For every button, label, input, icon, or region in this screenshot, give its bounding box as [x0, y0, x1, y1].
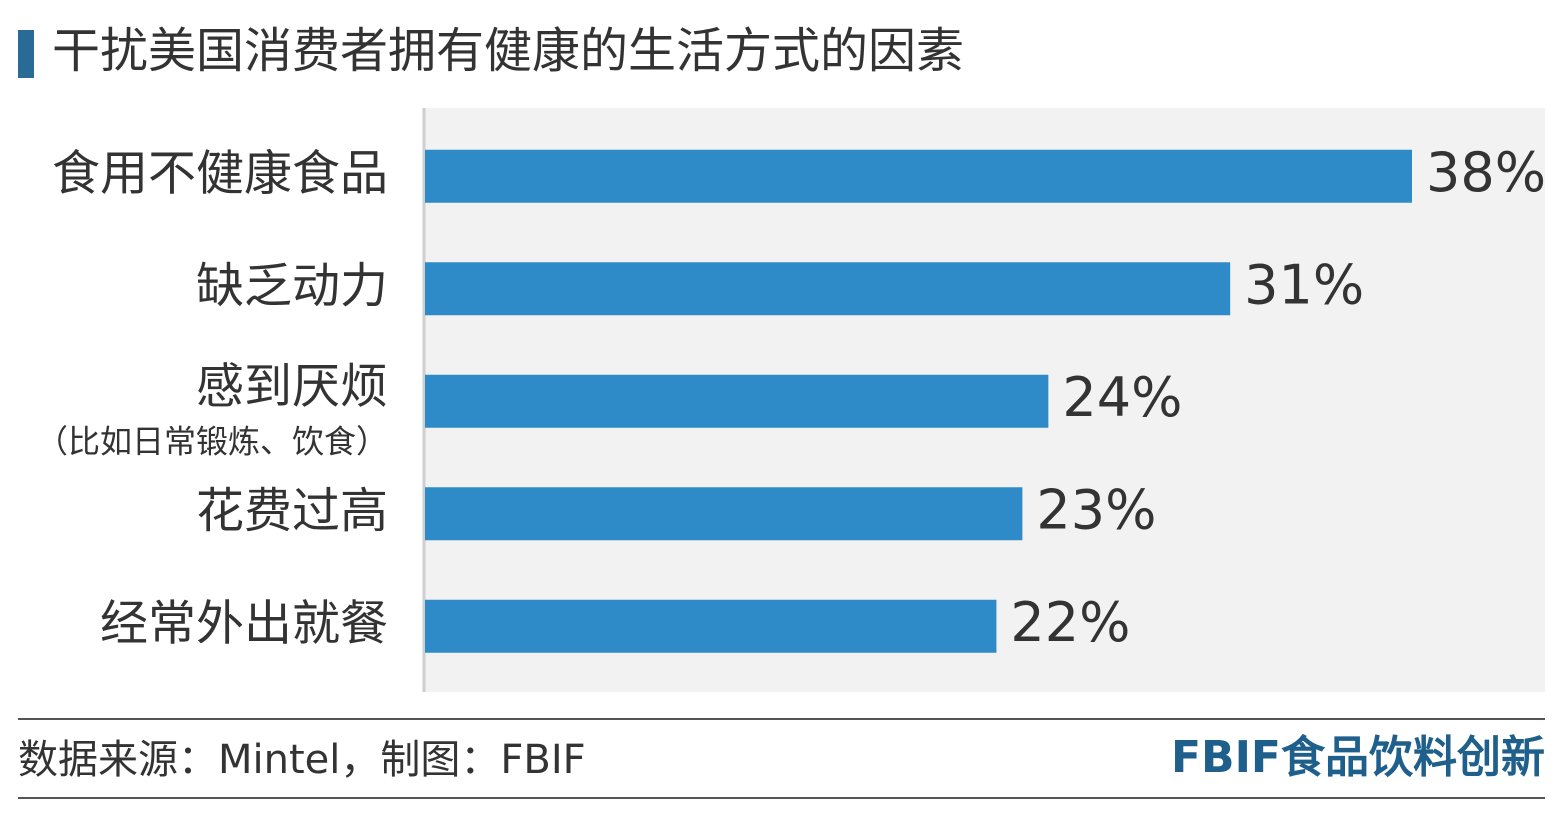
y-tick-sublabel: （比如日常锻炼、饮食）	[36, 422, 388, 460]
y-tick-label: 感到厌烦	[196, 358, 388, 414]
bar	[425, 487, 1023, 541]
y-tick-label: 花费过高	[196, 483, 388, 539]
brand: FBIF食品饮料创新	[1171, 732, 1545, 783]
source-note: 数据来源：Mintel，制图：FBIF	[18, 737, 586, 783]
bar	[425, 149, 1412, 203]
y-tick-label: 经常外出就餐	[100, 595, 388, 651]
y-tick-label: 缺乏动力	[196, 258, 388, 314]
value-label: 38%	[1426, 141, 1546, 204]
bar	[425, 262, 1231, 316]
bar	[425, 599, 997, 653]
title-marker	[18, 30, 34, 78]
chart-title: 干扰美国消费者拥有健康的生活方式的因素	[52, 23, 964, 79]
value-label: 23%	[1036, 478, 1156, 541]
bar	[425, 374, 1049, 428]
value-label: 22%	[1010, 591, 1130, 654]
y-tick-label: 食用不健康食品	[52, 145, 388, 201]
value-label: 24%	[1062, 366, 1182, 429]
value-label: 31%	[1244, 253, 1364, 316]
